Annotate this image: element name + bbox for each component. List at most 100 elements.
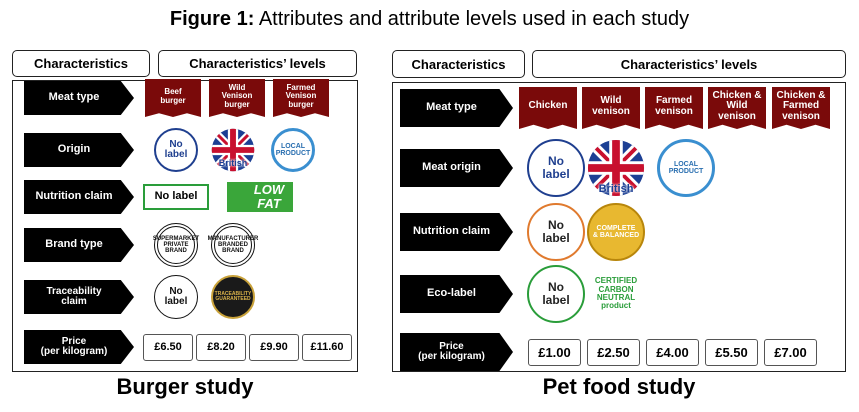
level-banner: Chicken & Wild venison	[708, 87, 766, 129]
trace-level: TRACEABILITY GUARANTEED	[211, 275, 255, 319]
text-line: Meat origin	[422, 161, 481, 174]
nolabel-level: No label	[527, 139, 585, 197]
text-line: Origin	[57, 143, 91, 156]
price-level: £2.50	[587, 339, 640, 366]
panel-caption: Pet food study	[542, 374, 696, 399]
attribute-label: Meat origin	[400, 149, 513, 187]
text-line: No	[548, 154, 564, 169]
attribute-label: Brand type	[24, 228, 134, 262]
level-banner: Beef burger	[145, 79, 201, 117]
text-line: £9.90	[260, 340, 288, 353]
attribute-label: Origin	[24, 133, 134, 167]
text-line: Farmed	[655, 95, 693, 106]
local-level: LOCAL PRODUCT	[657, 139, 715, 197]
price-level: £5.50	[705, 339, 758, 366]
text-line: £2.50	[597, 344, 630, 360]
figure-title: Figure 1: Attributes and attribute level…	[0, 8, 859, 31]
text-line: MANUFACTURER	[207, 235, 259, 242]
text-line: SUPERMARKET	[152, 235, 200, 242]
text-line: £8.20	[207, 340, 235, 353]
text-line: PRODUCT	[275, 150, 311, 157]
text-line: LOW	[253, 182, 285, 198]
complete-level: COMPLETE & BALANCED	[587, 203, 645, 261]
text-line: burger	[224, 99, 250, 109]
text-line: venison	[718, 110, 756, 122]
text-line: Nutrition claim	[35, 190, 113, 203]
text-line: (per kilogram)	[40, 346, 108, 357]
attribute-label: Nutrition claim	[400, 213, 513, 251]
level-banner: Wild Venison burger	[209, 79, 265, 117]
level-banner: Farmed venison	[645, 87, 703, 129]
price-level: £1.00	[528, 339, 581, 366]
text-line: £6.50	[154, 340, 182, 353]
text-line: Brand type	[45, 238, 103, 251]
price-level: £7.00	[764, 339, 817, 366]
text-line: product	[601, 301, 631, 311]
text-line: No	[169, 285, 183, 297]
price-level: £6.50	[143, 334, 193, 361]
black-level: No label	[154, 275, 198, 319]
local-level: LOCAL PRODUCT	[271, 128, 315, 172]
text-line: venison	[655, 105, 693, 117]
price-level: £11.60	[302, 334, 352, 361]
text-line: £5.50	[715, 344, 748, 360]
text-line: venison	[592, 105, 630, 117]
text-line: burger	[288, 99, 314, 109]
text-line: label	[164, 296, 188, 307]
text-line: £11.60	[310, 340, 344, 353]
text-line: GUARANTEED	[215, 296, 251, 302]
column-header: Characteristics’ levels	[158, 50, 357, 77]
level-banner: Wild venison	[582, 87, 640, 129]
flag-text: British	[587, 183, 645, 196]
text-line: £1.00	[538, 344, 571, 360]
low-fat-level: LOW FAT	[227, 182, 293, 212]
text-line: No label	[154, 190, 198, 203]
text-line: Chicken	[528, 100, 568, 112]
price-level: £4.00	[646, 339, 699, 366]
flag-level	[587, 139, 645, 197]
text-line: label	[542, 231, 570, 245]
text-line: Eco-label	[427, 287, 476, 300]
carbon-level: CERTIFIED CARBON NEUTRAL product	[587, 265, 645, 323]
text-line: CERTIFIED	[594, 276, 638, 286]
text-line: Meat type	[48, 91, 100, 104]
text-line: label	[542, 293, 570, 307]
text-line: LOCAL	[280, 142, 306, 150]
panel-box	[392, 82, 846, 372]
text-line: COMPLETE	[596, 224, 636, 232]
text-line: £7.00	[774, 344, 807, 360]
title-label: Figure 1:	[169, 8, 255, 30]
no-label-level: No label	[143, 184, 209, 210]
text-line: Beef	[164, 87, 182, 97]
text-line: BRANDED	[218, 241, 248, 248]
text-line: LOCAL	[673, 160, 699, 168]
text-line: label	[164, 149, 188, 160]
badge-level: SUPERMARKET PRIVATE BRAND	[152, 223, 200, 267]
price-level: £9.90	[249, 334, 299, 361]
text-line: Chicken &	[712, 89, 762, 101]
nolabel-level: No label	[154, 128, 198, 172]
text-line: No	[548, 280, 564, 295]
text-line: Venison	[285, 91, 317, 101]
level-banner: Chicken	[519, 87, 577, 129]
title-text: Attributes and attribute levels used in …	[258, 8, 690, 30]
text-line: British	[218, 158, 248, 168]
panel-caption: Burger study	[116, 374, 254, 399]
text-line: BRAND	[165, 248, 187, 255]
text-line: PRODUCT	[668, 168, 704, 175]
price-level: £8.20	[196, 334, 246, 361]
text-line: PRIVATE	[163, 241, 189, 248]
attribute-label: Price (per kilogram)	[400, 333, 513, 371]
green-level: No label	[527, 265, 585, 323]
text-line: No	[169, 138, 183, 150]
text-line: Traceability	[46, 285, 102, 297]
column-header: Characteristics	[12, 50, 150, 77]
text-line: venison	[782, 110, 820, 122]
text-line: FAT	[257, 196, 281, 211]
attribute-label: Price (per kilogram)	[24, 330, 134, 364]
text-line: Price	[439, 340, 464, 352]
attribute-label: Meat type	[400, 89, 513, 127]
column-header: Characteristics’ levels	[532, 50, 846, 78]
text-line: Price	[61, 335, 87, 347]
